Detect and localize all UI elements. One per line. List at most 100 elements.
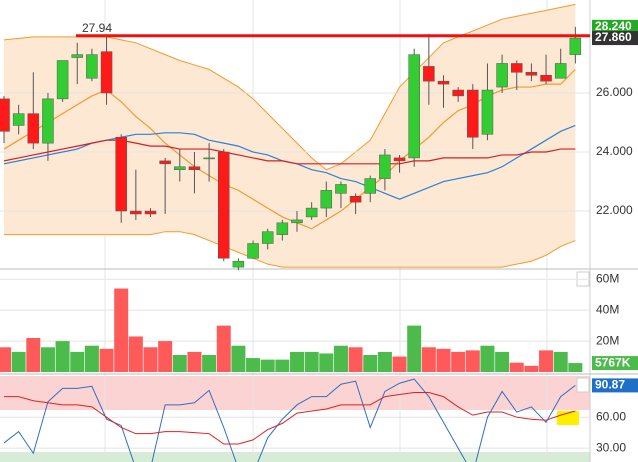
candle-body — [511, 63, 523, 73]
candle-body — [42, 98, 54, 144]
candle-body — [203, 157, 215, 160]
volume-bar — [465, 350, 480, 372]
candle-body — [27, 113, 40, 144]
candle-body — [130, 210, 142, 215]
volume-bar — [202, 355, 217, 372]
candle-body — [349, 196, 362, 203]
volume-bar — [348, 347, 363, 372]
line — [3, 378, 576, 462]
y-tick-label: 60.00 — [596, 409, 626, 423]
volume-bar — [231, 345, 246, 372]
price-tag-label: 28.240 — [595, 19, 632, 33]
y-tick-label: 20M — [596, 333, 619, 347]
price-tag — [592, 31, 638, 46]
volume-bar — [26, 338, 41, 372]
line — [3, 139, 576, 165]
volume-bar — [436, 348, 451, 372]
candle-body — [379, 154, 391, 179]
volume-bar — [304, 351, 319, 372]
candle-body — [100, 51, 113, 94]
volume-bar — [524, 365, 539, 372]
candle-body — [423, 66, 435, 82]
volume-bar — [128, 336, 143, 372]
candle-body — [159, 160, 171, 165]
volume-bar — [509, 362, 524, 372]
volume-bar — [158, 341, 173, 372]
candle-body — [291, 219, 303, 224]
candle-body — [554, 63, 567, 79]
volume-bar — [451, 351, 466, 372]
candle-body — [452, 89, 464, 97]
volume-bar — [143, 347, 158, 372]
volume-bar — [187, 351, 202, 372]
candle-body — [71, 54, 83, 58]
candle-body — [115, 136, 127, 212]
volume-bar — [114, 288, 129, 372]
value-tag — [592, 356, 638, 371]
line — [4, 391, 576, 445]
y-tick-label: 30.00 — [596, 440, 626, 454]
candle-body — [437, 80, 450, 85]
line — [3, 68, 576, 230]
volume-bar — [246, 358, 261, 372]
volume-bar — [172, 355, 187, 372]
value-tag — [592, 378, 638, 393]
candle-body — [481, 89, 494, 135]
volume-bar — [70, 351, 85, 372]
candle-body — [364, 178, 376, 194]
y-tick-label: 40M — [596, 302, 619, 316]
candle-body — [305, 207, 318, 218]
volume-bar — [216, 325, 231, 372]
panel-button[interactable] — [576, 377, 590, 393]
volume-bar — [363, 355, 378, 372]
volume-bar — [568, 363, 583, 372]
candle-body — [276, 222, 289, 235]
price-tag — [592, 19, 638, 34]
price-tag-label: 27.860 — [595, 30, 632, 44]
value-tag-label: 5767K — [595, 355, 631, 369]
volume-bar — [480, 345, 495, 372]
candle-body — [393, 157, 406, 162]
volume-bar — [319, 353, 334, 372]
reference-label: 27.94 — [82, 21, 112, 35]
candle-body — [218, 151, 230, 259]
volume-bar — [290, 351, 304, 372]
volume-bar — [55, 341, 70, 372]
volume-bar — [84, 345, 99, 372]
y-tick-label: 26.000 — [596, 85, 633, 99]
candle-body — [320, 190, 333, 209]
volume-bar — [377, 351, 392, 372]
volume-bar — [392, 356, 407, 372]
candle-body — [232, 260, 245, 268]
volume-bar — [421, 347, 436, 372]
y-tick-label: 24.000 — [596, 144, 633, 158]
volume-bar — [260, 359, 275, 372]
volume-bar — [0, 347, 11, 372]
candle-body — [12, 113, 25, 126]
candle-body — [144, 210, 157, 215]
candle-body — [525, 72, 538, 76]
value-tag-label: 90.87 — [595, 378, 625, 392]
line — [4, 231, 576, 268]
candle-body — [247, 243, 259, 259]
candle-body — [188, 166, 201, 170]
candle-body — [261, 231, 274, 244]
candle-body — [174, 166, 186, 170]
oversold-zone — [0, 452, 590, 462]
candle-body — [408, 54, 420, 159]
candle-body — [56, 60, 69, 100]
y-tick-label: 22.000 — [596, 203, 633, 217]
volume-bar — [40, 347, 55, 372]
candle-body — [569, 37, 582, 55]
candle-body — [0, 98, 10, 132]
volume-bar — [275, 359, 290, 372]
y-tick-label: 60M — [596, 271, 619, 285]
candle-body — [496, 63, 508, 88]
volume-bar — [553, 351, 568, 372]
candle-body — [540, 75, 552, 82]
candle-body — [467, 89, 479, 138]
volume-bar — [495, 351, 510, 372]
volume-bar — [539, 350, 554, 372]
volume-bar — [333, 345, 348, 372]
